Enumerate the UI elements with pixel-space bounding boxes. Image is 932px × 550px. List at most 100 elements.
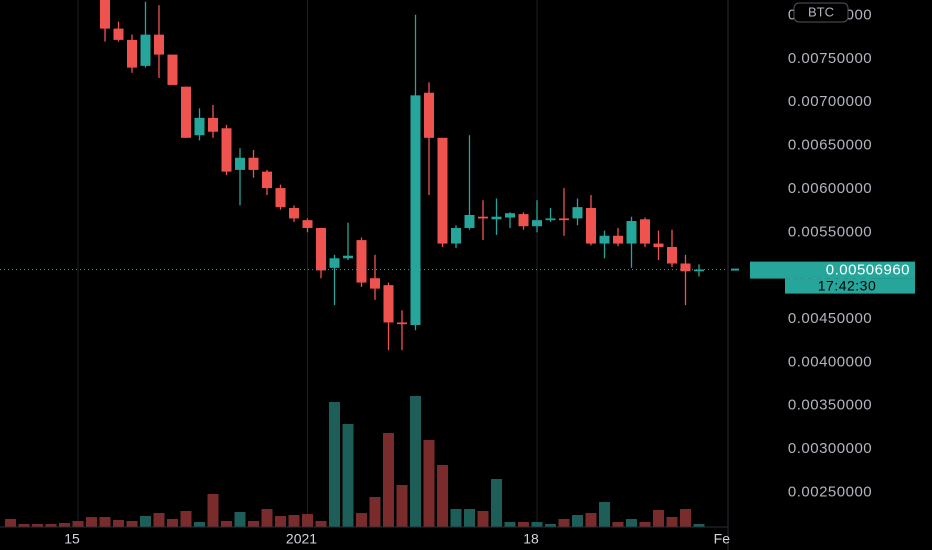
candle-body	[167, 54, 178, 85]
volume-bar	[194, 522, 205, 527]
candle-body	[208, 117, 218, 132]
volume-bar	[315, 521, 327, 527]
candle-body	[235, 157, 245, 170]
candle-body	[410, 95, 421, 326]
volume-bar	[288, 515, 300, 527]
y-tick-label: 0.00750000	[788, 50, 872, 67]
volume-bar	[342, 424, 354, 527]
candle-body	[181, 86, 191, 138]
volume-bar	[545, 524, 556, 527]
volume-bar	[396, 485, 408, 527]
last-price-label: 0.00506960	[826, 262, 910, 279]
volume-bar	[639, 522, 651, 527]
volume-bar	[572, 515, 583, 527]
currency-label: BTC	[808, 4, 834, 19]
volume-bar	[234, 512, 246, 527]
candle-body	[302, 220, 313, 228]
candle-body	[194, 117, 205, 136]
candle-body	[370, 278, 380, 289]
candle-body	[640, 219, 650, 244]
volume-bar	[5, 519, 16, 527]
candle-body	[154, 34, 164, 55]
candle-body	[100, 0, 110, 29]
volume-bar	[86, 517, 97, 527]
volume-bar	[369, 497, 381, 527]
volume-layer	[5, 396, 705, 527]
volume-bar	[477, 511, 489, 527]
candle-body	[424, 92, 434, 138]
volume-bar	[356, 513, 367, 527]
candle-body	[613, 235, 623, 244]
volume-bar	[180, 511, 192, 527]
candle-body	[626, 221, 637, 244]
candle-body	[599, 235, 610, 244]
candle-body	[545, 218, 556, 221]
y-tick-label: 0.00300000	[788, 440, 872, 457]
volume-bar	[153, 513, 165, 527]
candle-body	[397, 322, 407, 325]
volume-bar	[329, 402, 340, 527]
grid	[77, 0, 538, 527]
volume-bar	[167, 519, 178, 527]
volume-bar	[261, 509, 273, 527]
candle-body	[356, 240, 367, 283]
candle-body	[140, 34, 151, 66]
volume-bar	[99, 517, 111, 527]
volume-bar	[140, 516, 151, 527]
candle-body	[383, 285, 394, 323]
volume-bar	[113, 520, 124, 527]
candle-body	[248, 157, 259, 170]
countdown: 17:42:30	[818, 277, 877, 293]
volume-bar	[680, 509, 691, 527]
volume-bar	[59, 523, 70, 527]
candle-body	[505, 213, 515, 218]
candle-body	[586, 208, 596, 244]
volume-bar	[693, 524, 705, 527]
y-tick-label: 0.00650000	[788, 137, 872, 154]
volume-bar	[504, 522, 516, 527]
y-tick-label: 0.00550000	[788, 223, 872, 240]
volume-bar	[410, 396, 421, 527]
volume-bar	[207, 494, 219, 527]
volume-bar	[32, 524, 43, 527]
candle-body	[559, 218, 569, 221]
volume-bar	[126, 521, 138, 527]
currency-badge	[793, 2, 849, 23]
candle-body	[491, 216, 502, 220]
x-tick-label: Fe	[714, 531, 731, 547]
volume-bar	[464, 509, 475, 527]
volume-bar	[666, 517, 678, 527]
volume-bar	[558, 519, 570, 527]
volume-bar	[612, 522, 624, 527]
last-price-box	[750, 261, 915, 279]
y-tick-label: 0.00400000	[788, 353, 872, 370]
y-tick-label: 0.00700000	[788, 93, 872, 110]
volume-bar	[18, 524, 30, 527]
candle-body	[518, 214, 529, 227]
candle-body	[451, 227, 461, 244]
volume-bar	[72, 521, 84, 527]
candle-body	[572, 207, 583, 219]
candle-body	[478, 216, 488, 219]
volume-bar	[275, 516, 286, 527]
volume-bar	[383, 433, 394, 527]
candle-body	[464, 214, 475, 228]
y-tick-label: 0.00350000	[788, 397, 872, 414]
x-tick-label: 15	[64, 531, 80, 547]
y-tick-label: 0.00250000	[788, 483, 872, 500]
candle-body	[532, 220, 542, 227]
volume-bar	[653, 510, 664, 527]
candle-body	[667, 247, 677, 264]
candle-body	[694, 269, 704, 272]
volume-bar	[221, 521, 232, 527]
candle-body	[680, 263, 691, 272]
candle-body	[275, 188, 286, 208]
volume-bar	[599, 502, 610, 527]
volume-bar	[248, 521, 259, 527]
y-tick-label: 0.00600000	[788, 180, 872, 197]
volume-bar	[531, 522, 543, 527]
volume-bar	[437, 465, 448, 527]
